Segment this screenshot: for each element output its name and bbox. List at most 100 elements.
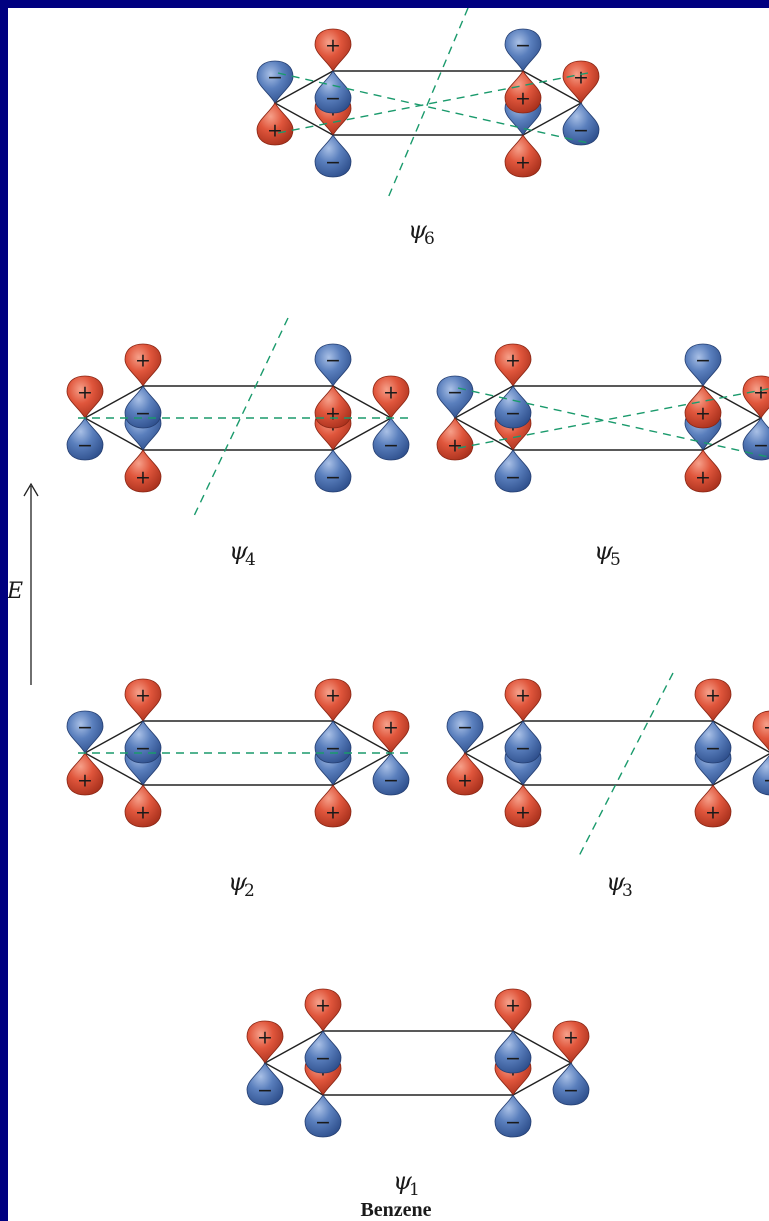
energy-axis: E xyxy=(8,482,39,685)
orbital-psi2: +++−−−−−−+++ xyxy=(66,678,410,828)
negative-lobe xyxy=(372,752,410,796)
positive-lobe xyxy=(446,752,484,796)
nodal-plane xyxy=(192,317,289,519)
plus-sign: + xyxy=(695,466,711,488)
negative-lobe xyxy=(552,1062,590,1106)
minus-sign: − xyxy=(447,382,463,404)
minus-sign: − xyxy=(135,737,151,759)
positive-lobe xyxy=(124,343,162,387)
energy-label: E xyxy=(8,579,23,604)
psi-symbol: ψ xyxy=(393,1167,413,1195)
psi-index: 6 xyxy=(424,229,435,249)
positive-lobe xyxy=(684,385,722,429)
nodal-planes xyxy=(577,672,674,859)
positive-lobe xyxy=(124,449,162,493)
minus-sign: − xyxy=(505,1047,521,1069)
nodal-plane xyxy=(277,72,589,144)
orbital-psi6: +−+−+−−+−+−+ xyxy=(256,8,600,199)
plus-sign: + xyxy=(383,717,399,739)
minus-sign: − xyxy=(705,737,721,759)
positive-lobe xyxy=(372,375,410,419)
negative-lobe xyxy=(372,417,410,461)
plus-sign: + xyxy=(563,1027,579,1049)
minus-sign: − xyxy=(763,769,769,791)
plus-sign: + xyxy=(763,717,769,739)
plus-sign: + xyxy=(135,466,151,488)
positive-lobe xyxy=(66,375,104,419)
orbital-label-psi2: ψ 2 xyxy=(228,868,255,901)
positive-lobe xyxy=(694,784,732,828)
orbital-label-psi4: ψ 4 xyxy=(229,537,256,570)
negative-lobe xyxy=(752,755,769,796)
positive-lobe xyxy=(314,678,352,722)
nodal-planes xyxy=(457,387,769,458)
psi-symbol: ψ xyxy=(228,868,248,896)
plus-sign: + xyxy=(257,1027,273,1049)
psi-symbol: ψ xyxy=(408,216,428,244)
psi-symbol: ψ xyxy=(606,868,626,896)
negative-lobe xyxy=(256,60,294,104)
nodal-planes xyxy=(277,8,589,199)
plus-sign: + xyxy=(267,119,283,141)
minus-sign: − xyxy=(325,151,341,173)
negative-lobe xyxy=(742,417,769,461)
positive-lobe xyxy=(494,988,532,1032)
nodal-plane xyxy=(277,72,589,134)
plus-sign: + xyxy=(695,402,711,424)
positive-lobe xyxy=(562,60,600,104)
psi-index: 2 xyxy=(244,881,255,901)
orbital-label-psi1: ψ 1 xyxy=(393,1167,420,1200)
plus-sign: + xyxy=(383,382,399,404)
plus-sign: + xyxy=(515,87,531,109)
minus-sign: − xyxy=(315,1111,331,1133)
negative-lobe xyxy=(304,1094,342,1138)
negative-lobe xyxy=(494,449,532,493)
plus-sign: + xyxy=(77,769,93,791)
psi-index: 5 xyxy=(610,550,621,570)
negative-lobe xyxy=(314,449,352,493)
plus-sign: + xyxy=(457,769,473,791)
minus-sign: − xyxy=(383,769,399,791)
minus-sign: − xyxy=(505,1111,521,1133)
positive-lobe xyxy=(372,710,410,754)
orbital-groups: + − + − + − − + − + − + + − + + − + − + − − + − + − + − + − − + − + − + + + + −… xyxy=(66,8,769,1138)
plus-sign: + xyxy=(135,801,151,823)
nodal-plane xyxy=(457,387,769,458)
minus-sign: − xyxy=(77,717,93,739)
negative-lobe xyxy=(436,375,474,419)
minus-sign: − xyxy=(573,119,589,141)
plus-sign: + xyxy=(135,685,151,707)
minus-sign: − xyxy=(505,466,521,488)
plus-sign: + xyxy=(325,35,341,57)
positive-lobe xyxy=(504,678,542,722)
negative-lobe xyxy=(504,28,542,72)
plus-sign: + xyxy=(447,434,463,456)
positive-lobe xyxy=(124,678,162,722)
plus-sign: + xyxy=(515,151,531,173)
plus-sign: + xyxy=(515,801,531,823)
plus-sign: + xyxy=(325,402,341,424)
orbital-psi1: ++++++−−−−−− xyxy=(246,988,590,1138)
positive-lobe xyxy=(124,784,162,828)
psi-symbol: ψ xyxy=(229,537,249,565)
negative-lobe xyxy=(504,720,542,764)
minus-sign: − xyxy=(267,67,283,89)
orbital-label-psi3: ψ 3 xyxy=(606,868,633,901)
nodal-plane xyxy=(457,388,769,449)
minus-sign: − xyxy=(515,35,531,57)
positive-lobe xyxy=(504,784,542,828)
negative-lobe xyxy=(494,1030,532,1074)
diagram-canvas: E +−+−+−−+−+−++−++−+−+−−+−+−+−+−−+−+−+++… xyxy=(8,8,769,1221)
positive-lobe xyxy=(436,417,474,461)
positive-lobe xyxy=(552,1020,590,1064)
positive-lobe xyxy=(504,134,542,178)
plus-sign: + xyxy=(325,685,341,707)
minus-sign: − xyxy=(563,1079,579,1101)
positive-lobe xyxy=(66,752,104,796)
positive-lobe xyxy=(494,343,532,387)
positive-lobe xyxy=(684,449,722,493)
negative-lobe xyxy=(494,385,532,429)
minus-sign: − xyxy=(325,466,341,488)
negative-lobe xyxy=(494,1094,532,1138)
plus-sign: + xyxy=(753,382,769,404)
